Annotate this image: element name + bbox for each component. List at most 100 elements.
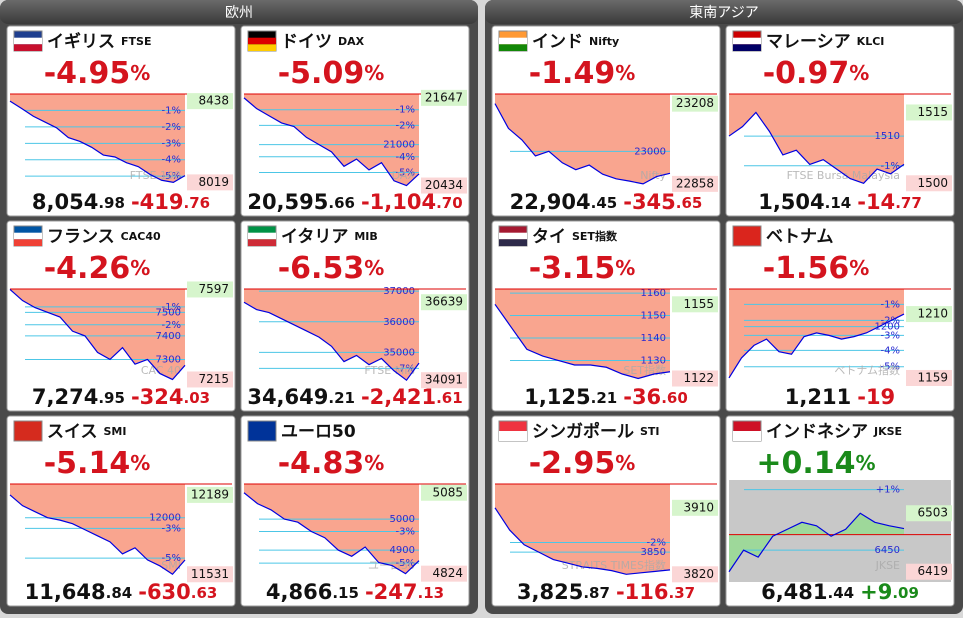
flag [732,420,762,442]
low-label-bg [421,177,467,194]
low-label-bg [672,175,718,192]
index-code: SMI [104,425,127,438]
percent-value: -5.14 [44,446,130,481]
low-label: 3820 [683,567,714,581]
price-line [728,512,905,573]
tick-label: +1% [876,485,900,496]
card-title: イギリス FTSE [47,32,151,52]
percent-unit: % [364,256,384,280]
flag [247,420,277,442]
change-int: -116 [616,580,669,604]
high-label-bg [187,281,233,298]
flag-stripe [499,232,527,240]
index-code: STI [640,425,660,438]
price-row: 11,648.84 -630.63 [25,580,218,604]
high-label-bg [672,95,718,112]
price-line [494,303,671,380]
change-area [244,484,419,574]
low-label: 20434 [425,178,463,192]
price-dec: .45 [591,194,618,212]
price-dec: .14 [825,194,852,212]
card-title: スイス SMI [47,422,126,442]
change-int: -630 [138,580,191,604]
change-dec: .03 [184,389,211,407]
percent-value: -4.26 [44,251,130,286]
change-int: +9 [860,580,892,604]
watermark: JKSE [875,559,900,572]
index-name: イギリス [47,32,115,52]
price-row: 22,904.45 -345.65 [510,190,703,214]
price-dec: .98 [98,194,125,212]
flag-stripe [499,37,527,45]
price-int: 8,054 [32,190,98,214]
change-area [244,94,419,186]
index-code: KLCI [857,35,885,48]
card-title: シンガポール STI [532,421,660,442]
low-label: 1122 [683,371,714,385]
flag [498,420,528,442]
high-label: 12189 [191,487,229,501]
index-card: スイス SMI-5.14%12000-3%-5%SMI121891153111,6… [6,415,236,607]
percent-unit: % [615,256,635,280]
tick-label: -1% [162,105,181,116]
card-title: イタリア MIB [281,227,378,247]
percent-value: -3.15 [529,251,615,286]
card-title: インド Nifty [532,32,619,52]
flag-stripe [733,44,761,51]
flag-stripe [733,431,761,441]
flag [13,30,43,52]
high-label: 6503 [917,506,948,520]
index-name: ベトナム [766,227,834,247]
price-line [9,100,186,184]
index-card: ベトナム-1.56%-1%1200-2%-3%-4%-5%ベトナム指数12101… [725,220,955,412]
card-title: ドイツ DAX [281,32,365,52]
low-label: 7215 [198,372,229,386]
index-code: FTSE [121,35,151,48]
price-int: 22,904 [510,190,591,214]
price-int: 3,825 [517,580,583,604]
tick-label: -4% [396,152,415,163]
percent-change: -6.53% [278,251,385,286]
index-code: CAC40 [121,230,161,243]
index-name: マレーシア [766,32,851,52]
tick-label: 36000 [383,317,415,328]
change-int: -36 [623,385,661,409]
low-label: 4824 [432,566,463,580]
index-name: フランス [47,227,115,247]
index-code: MIB [354,230,377,243]
percent-unit: % [130,451,150,475]
change-int: -419 [131,190,184,214]
watermark: SET指数 [623,363,666,377]
percent-unit: % [856,451,876,475]
change-int: -247 [365,580,418,604]
percent-change: -4.83% [278,446,385,481]
tick-label: 7400 [156,331,181,342]
change-dec: .60 [661,389,688,407]
tick-label: -4% [162,155,181,166]
tick-label: 6450 [875,545,900,556]
high-label: 1515 [917,105,948,119]
flag [732,225,762,247]
tick-label: 21000 [383,140,415,151]
region-title: 東南アジア [689,5,758,21]
change-area [729,513,904,572]
low-label: 22858 [676,176,714,190]
low-label: 34091 [425,373,463,387]
price-row: 4,866.15 -247.13 [266,580,444,604]
index-card: タイ SET指数-3.15%1160115011401130SET指数115511… [491,220,721,412]
tick-label: -2% [647,538,666,549]
index-name: シンガポール [532,421,634,442]
change-dec: .13 [418,584,445,602]
flag-stripe [499,239,527,246]
tick-label: 1160 [641,288,666,299]
tick-label: -5% [881,362,900,373]
price-row: 8,054.98 -419.76 [32,190,210,214]
flag-stripe [248,239,276,246]
price-line [494,507,671,575]
price-line [9,494,186,576]
price-line [243,301,420,382]
change-area [729,94,904,184]
